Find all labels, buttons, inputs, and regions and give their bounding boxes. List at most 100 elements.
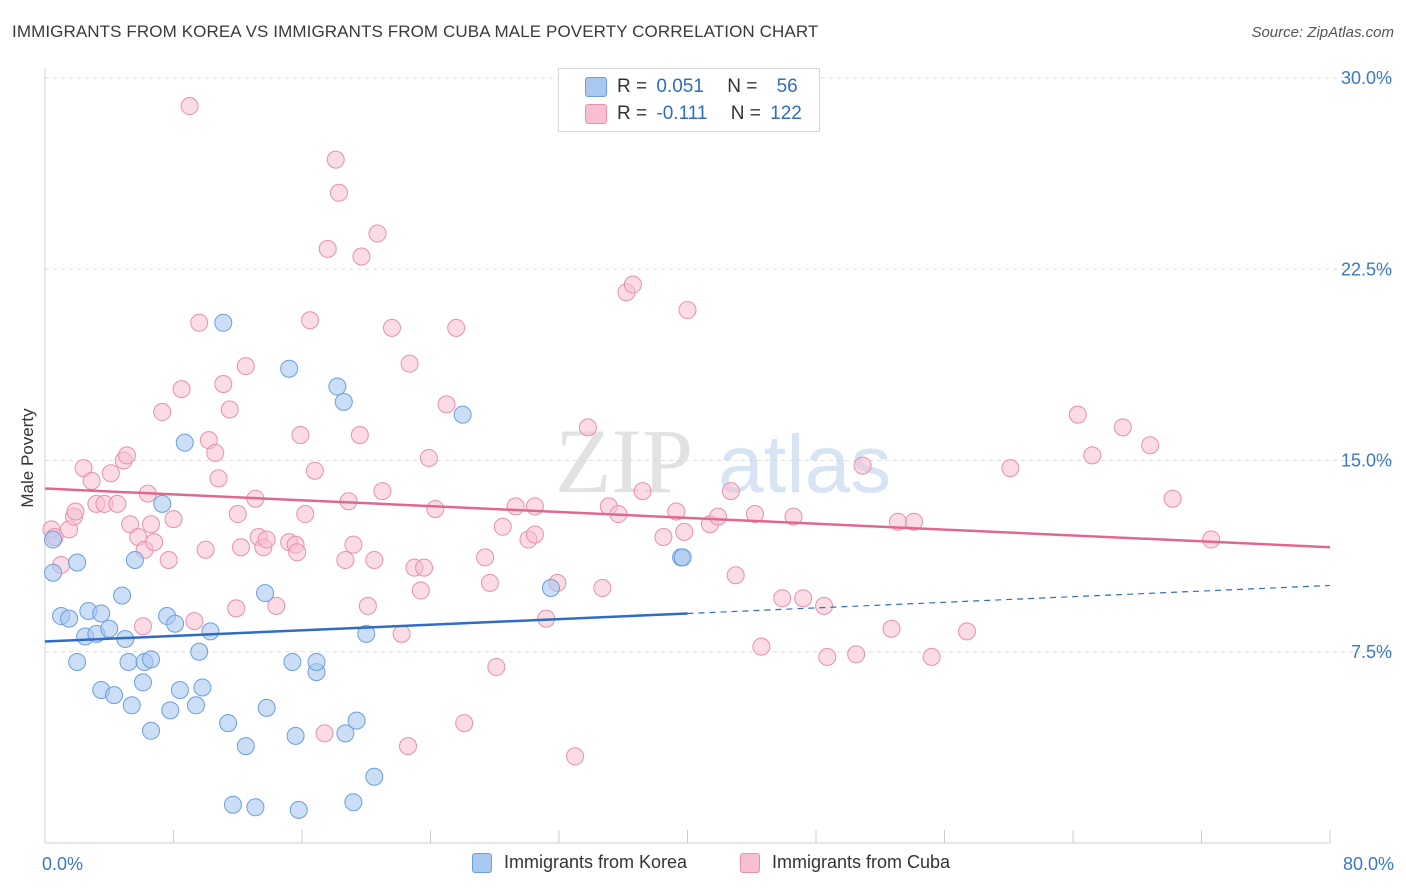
korea-point — [236, 737, 255, 756]
cuba-point — [231, 538, 250, 557]
cuba-point — [236, 357, 255, 376]
korea-point — [100, 619, 119, 638]
korea-point — [219, 714, 238, 733]
y-tick-label: 30.0% — [1341, 68, 1392, 88]
cuba-point — [818, 647, 837, 666]
cuba-point — [525, 525, 544, 544]
korea-legend-swatch — [472, 852, 492, 873]
cuba-point — [726, 566, 745, 585]
cuba-point — [904, 512, 923, 531]
cuba-point — [853, 456, 872, 475]
cuba-point — [196, 540, 215, 559]
korea-point — [166, 614, 185, 633]
cuba-point — [228, 505, 247, 524]
korea-points — [44, 313, 692, 819]
cuba-point — [291, 426, 310, 444]
korea-swatch — [585, 77, 607, 97]
korea-point — [125, 550, 144, 569]
cuba-point — [82, 471, 101, 490]
korea-point — [170, 681, 189, 699]
korea-n-label: N = — [727, 76, 758, 97]
cuba-point — [66, 502, 85, 521]
korea-point — [175, 433, 194, 452]
korea-trend-extension — [687, 584, 1331, 615]
legend-item-korea: Immigrants from Korea — [472, 852, 687, 873]
cuba-point — [209, 469, 228, 488]
tick-label-layer: 7.5% 15.0% 22.5% 30.0% 0.0% 80.0% — [42, 68, 1394, 874]
cuba-point — [133, 617, 152, 636]
cuba-point — [180, 97, 199, 116]
cuba-point — [426, 499, 445, 518]
cuba-point — [1141, 436, 1160, 455]
cuba-point — [108, 494, 127, 513]
korea-point — [257, 698, 276, 717]
cuba-point — [721, 482, 740, 501]
cuba-point — [145, 533, 164, 552]
cuba-point — [352, 247, 371, 266]
cuba-point — [296, 505, 315, 524]
cuba-point — [214, 375, 233, 393]
cuba-point — [400, 354, 419, 373]
korea-point — [122, 696, 141, 715]
korea-point — [307, 652, 326, 671]
watermark: ZIP atlas — [555, 410, 891, 512]
x-tick-label-min: 0.0% — [42, 854, 83, 874]
y-tick-label: 15.0% — [1341, 451, 1392, 471]
cuba-point — [922, 647, 941, 666]
cuba-point — [373, 482, 392, 501]
watermark-zip: ZIP — [555, 410, 693, 512]
korea-point — [453, 405, 472, 424]
korea-point — [283, 652, 302, 671]
cuba-point — [882, 619, 901, 638]
korea-point — [186, 696, 205, 715]
korea-point — [347, 711, 366, 730]
korea-point — [105, 686, 124, 705]
cuba-point — [415, 558, 434, 577]
korea-point — [44, 563, 63, 582]
cuba-point — [288, 543, 307, 562]
cuba-point — [172, 380, 191, 399]
korea-point — [336, 724, 355, 743]
cuba-point — [368, 224, 387, 243]
cuba-point — [654, 528, 673, 546]
cuba-point — [709, 507, 728, 526]
korea-point — [68, 553, 87, 572]
cuba-trend-line — [44, 487, 1331, 549]
cuba-point — [227, 599, 246, 618]
cuba-point — [784, 507, 803, 526]
korea-point — [68, 652, 87, 671]
cuba-legend-swatch — [740, 852, 760, 873]
korea-point — [286, 726, 305, 745]
series-legend: Immigrants from Korea Immigrants from Cu… — [0, 852, 1406, 878]
cuba-point — [121, 515, 140, 534]
korea-point — [344, 793, 363, 812]
cuba-point — [815, 596, 834, 615]
cuba-point — [1113, 418, 1132, 437]
chart-title: IMMIGRANTS FROM KOREA VS IMMIGRANTS FROM… — [12, 22, 819, 41]
cuba-point — [305, 461, 324, 480]
korea-point — [92, 604, 111, 623]
korea-point — [153, 494, 172, 513]
korea-point — [201, 622, 220, 641]
korea-point — [44, 530, 63, 549]
korea-point — [113, 586, 132, 605]
cuba-point — [318, 239, 337, 258]
cuba-point — [476, 548, 495, 567]
cuba-point — [74, 459, 93, 478]
cuba-point — [101, 464, 120, 483]
korea-point — [541, 579, 560, 597]
korea-point — [357, 624, 376, 643]
cuba-point — [392, 624, 411, 643]
korea-point — [334, 392, 353, 411]
cuba-point — [185, 612, 204, 631]
cuba-point — [190, 313, 209, 332]
legend-item-cuba: Immigrants from Cuba — [740, 852, 950, 873]
cuba-point — [633, 482, 652, 501]
korea-point — [223, 795, 242, 814]
korea-legend-label: Immigrants from Korea — [504, 852, 688, 872]
cuba-point — [447, 318, 466, 337]
cuba-swatch — [585, 104, 607, 124]
correlation-legend: R = 0.051 N = 56 R = -0.111 N = 122 — [558, 68, 820, 132]
cuba-point — [480, 573, 499, 592]
